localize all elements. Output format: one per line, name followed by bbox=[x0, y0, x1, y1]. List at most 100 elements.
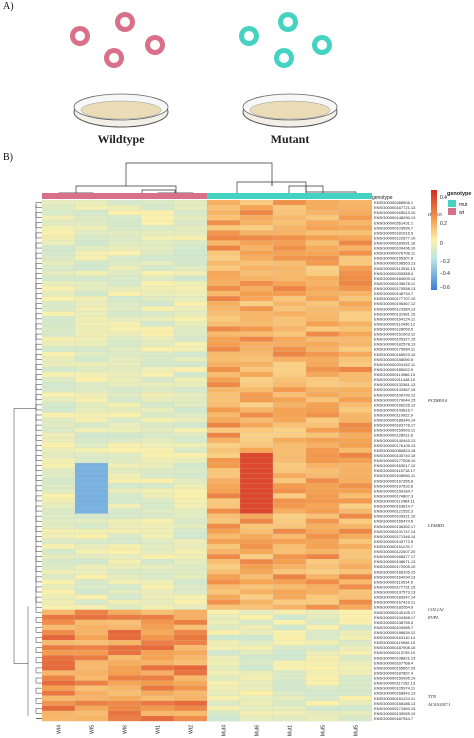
heatmap-cell bbox=[41, 270, 76, 277]
heatmap-cell bbox=[173, 594, 208, 600]
heatmap-cell bbox=[239, 513, 274, 519]
heatmap-cell bbox=[338, 351, 373, 358]
heatmap-cell bbox=[173, 468, 208, 474]
heatmap-cell bbox=[305, 371, 340, 378]
heatmap-cell bbox=[173, 574, 208, 580]
heatmap-cell bbox=[338, 533, 373, 540]
heatmap-cell bbox=[305, 432, 340, 439]
heatmap-cell bbox=[140, 447, 175, 454]
heatmap-cell bbox=[206, 296, 241, 302]
heatmap-cell bbox=[140, 574, 175, 580]
heatmap-cell bbox=[305, 240, 340, 246]
heatmap-cell bbox=[107, 594, 142, 600]
heatmap-cell bbox=[338, 715, 373, 722]
heatmap-cell bbox=[305, 700, 340, 707]
heatmap-cell bbox=[74, 493, 109, 499]
heatmap-cell bbox=[74, 690, 109, 696]
heatmap-cell bbox=[41, 260, 76, 267]
gene-id-label: ENSG00000158186.13 bbox=[374, 701, 416, 706]
heatmap-cell bbox=[272, 705, 307, 712]
heatmap-cell bbox=[173, 230, 208, 236]
heatmap-cell bbox=[107, 204, 142, 211]
heatmap-cell bbox=[74, 275, 109, 282]
heatmap-cell bbox=[173, 619, 208, 626]
heatmap-cell bbox=[305, 306, 340, 312]
heatmap-cell bbox=[272, 604, 307, 610]
heatmap-cell bbox=[239, 210, 274, 216]
heatmap-cell bbox=[107, 538, 142, 545]
heatmap-cell bbox=[272, 255, 307, 261]
heatmap-cell bbox=[305, 665, 340, 671]
sample-label: Mut5 bbox=[321, 725, 327, 736]
heatmap-cell bbox=[173, 548, 208, 555]
gene-id-label: ENSG00000100985.7 bbox=[374, 625, 414, 630]
heatmap-cell bbox=[305, 316, 340, 322]
heatmap-cell bbox=[74, 503, 109, 509]
heatmap-cell bbox=[338, 670, 373, 676]
heatmap-cell bbox=[206, 220, 241, 226]
heatmap-cell bbox=[74, 508, 109, 514]
heatmap-cell bbox=[140, 619, 175, 626]
heatmap-cell bbox=[107, 402, 142, 408]
heatmap-cell bbox=[272, 665, 307, 671]
gene-id-label: ENSG00000104368.17 bbox=[374, 615, 416, 620]
heatmap-cell bbox=[305, 392, 340, 398]
heatmap-cell bbox=[74, 326, 109, 332]
heatmap-cell bbox=[41, 518, 76, 525]
heatmap-cell bbox=[272, 301, 307, 307]
heatmap-cell bbox=[173, 650, 208, 656]
heatmap-cell bbox=[206, 538, 241, 545]
heatmap-cell bbox=[107, 230, 142, 236]
gene-id-label: ENSG00000119922.9 bbox=[374, 412, 414, 417]
heatmap-cell bbox=[74, 301, 109, 307]
genotype-annotation-cell bbox=[174, 193, 207, 199]
heatmap-cell bbox=[140, 382, 175, 388]
heatmap-cell bbox=[140, 483, 175, 489]
heatmap-cell bbox=[140, 660, 175, 666]
heatmap-cell bbox=[173, 290, 208, 297]
heatmap-cell bbox=[206, 594, 241, 600]
heatmap-cell bbox=[338, 306, 373, 312]
heatmap-cell bbox=[305, 412, 340, 418]
heatmap-cell bbox=[272, 321, 307, 327]
gene-id-label: ENSG00000163110.14 bbox=[374, 635, 416, 640]
heatmap-cell bbox=[206, 382, 241, 388]
heatmap-cell bbox=[338, 543, 373, 550]
heatmap-cell bbox=[140, 280, 175, 287]
heatmap-cell bbox=[305, 538, 340, 545]
heatmap-cell bbox=[41, 503, 76, 509]
heatmap-cell bbox=[107, 705, 142, 712]
heatmap-cell bbox=[305, 629, 340, 636]
heatmap-cell bbox=[140, 422, 175, 428]
heatmap-cell bbox=[107, 584, 142, 590]
heatmap-cell bbox=[338, 488, 373, 494]
genotype-legend-title: genotype bbox=[447, 191, 471, 197]
heatmap-cell bbox=[338, 579, 373, 585]
heatmap-cell bbox=[41, 700, 76, 707]
heatmap-cell bbox=[239, 700, 274, 707]
heatmap-cell bbox=[74, 230, 109, 236]
heatmap-cell bbox=[41, 397, 76, 403]
heatmap-cell bbox=[74, 488, 109, 494]
heatmap-cell bbox=[107, 417, 142, 423]
heatmap-cell bbox=[239, 432, 274, 439]
heatmap-cell bbox=[41, 559, 76, 565]
color-scale-ticks: 0.4 0.2 0 −0.2 −0.4 −0.6 bbox=[440, 195, 450, 291]
gene-id-label: ENSG00000143816.7 bbox=[374, 407, 414, 412]
gene-id-label: ENSG00000176105.13 bbox=[374, 443, 416, 448]
heatmap-cell bbox=[206, 488, 241, 494]
heatmap-cell bbox=[206, 609, 241, 616]
heatmap-cell bbox=[74, 412, 109, 418]
gene-id-label: ENSG00000165474.5 bbox=[374, 519, 414, 524]
heatmap-cell bbox=[338, 462, 373, 469]
heatmap-cell bbox=[140, 554, 175, 560]
wildtype-cells bbox=[70, 12, 165, 68]
heatmap-cell bbox=[338, 569, 373, 575]
heatmap-cell bbox=[272, 447, 307, 454]
heatmap-cell bbox=[173, 523, 208, 530]
heatmap-cell bbox=[338, 422, 373, 428]
heatmap-cell bbox=[140, 695, 175, 702]
heatmap-cell bbox=[239, 235, 274, 241]
genotype-annotation-cell bbox=[207, 193, 240, 199]
heatmap-cell bbox=[305, 230, 340, 236]
